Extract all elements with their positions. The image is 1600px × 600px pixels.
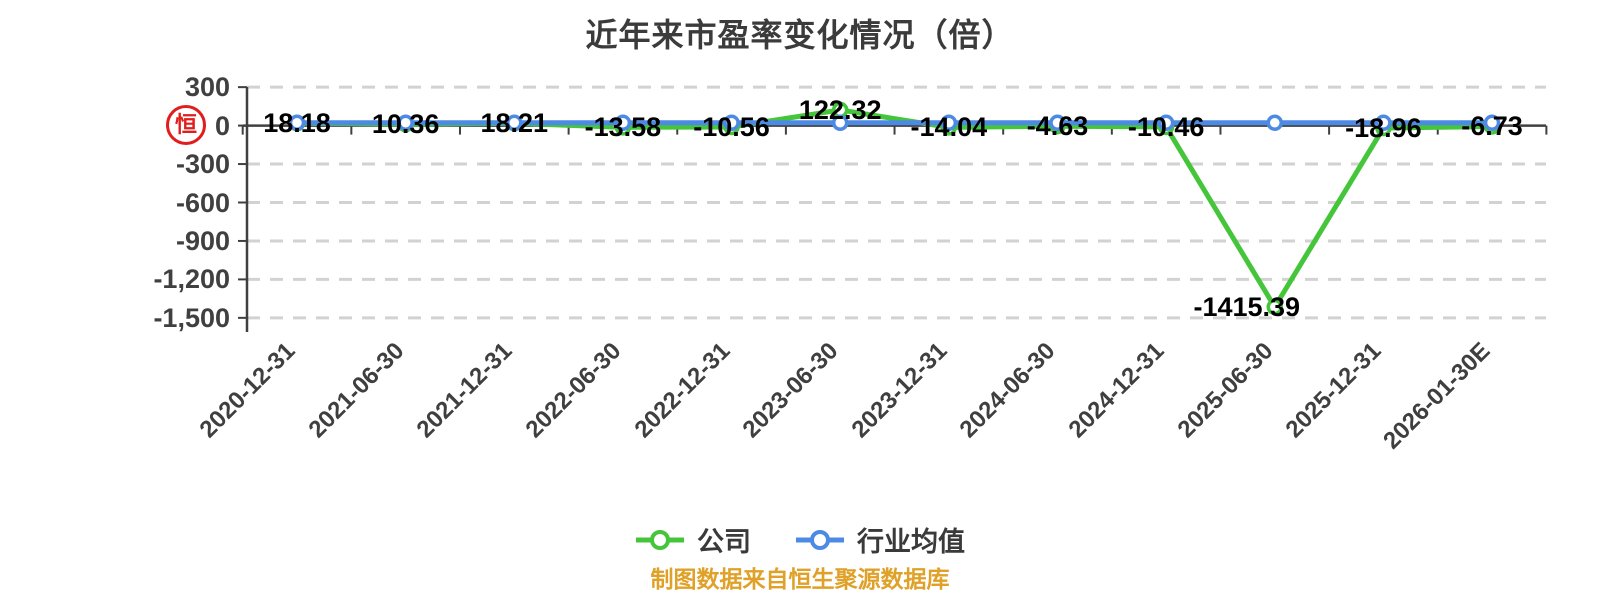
data-point-marker[interactable]	[1266, 114, 1284, 132]
hengsheng-seal-icon: 恒	[166, 105, 206, 145]
company-line-marker-icon	[636, 529, 684, 550]
seal-character: 恒	[174, 112, 197, 137]
data-point-marker[interactable]	[1266, 298, 1284, 316]
data-point-marker[interactable]	[288, 114, 306, 132]
data-source-note: 制图数据来自恒生聚源数据库	[650, 566, 950, 592]
data-point-marker[interactable]	[831, 114, 849, 132]
industry-line-marker-icon	[796, 529, 844, 550]
data-point-marker[interactable]	[940, 114, 958, 132]
data-point-marker[interactable]	[397, 114, 414, 132]
data-point-marker[interactable]	[1049, 114, 1066, 132]
data-point-marker[interactable]	[1375, 114, 1392, 132]
data-point-marker[interactable]	[1157, 114, 1175, 132]
legend: 公司 行业均值	[0, 520, 1600, 559]
legend-item-company[interactable]: 公司	[635, 520, 751, 559]
chart-title: 近年来市盈率变化情况（倍）	[585, 17, 1015, 53]
legend-item-industry-average[interactable]: 行业均值	[795, 520, 965, 559]
data-point-marker[interactable]	[1483, 114, 1501, 132]
series-line-company	[294, 107, 1495, 310]
legend-label-company: 公司	[697, 527, 751, 557]
data-point-marker[interactable]	[614, 114, 632, 132]
data-point-marker[interactable]	[831, 101, 849, 119]
data-point-marker[interactable]	[723, 114, 740, 132]
data-point-marker[interactable]	[506, 114, 523, 132]
legend-label-industry-average: 行业均值	[857, 527, 965, 557]
